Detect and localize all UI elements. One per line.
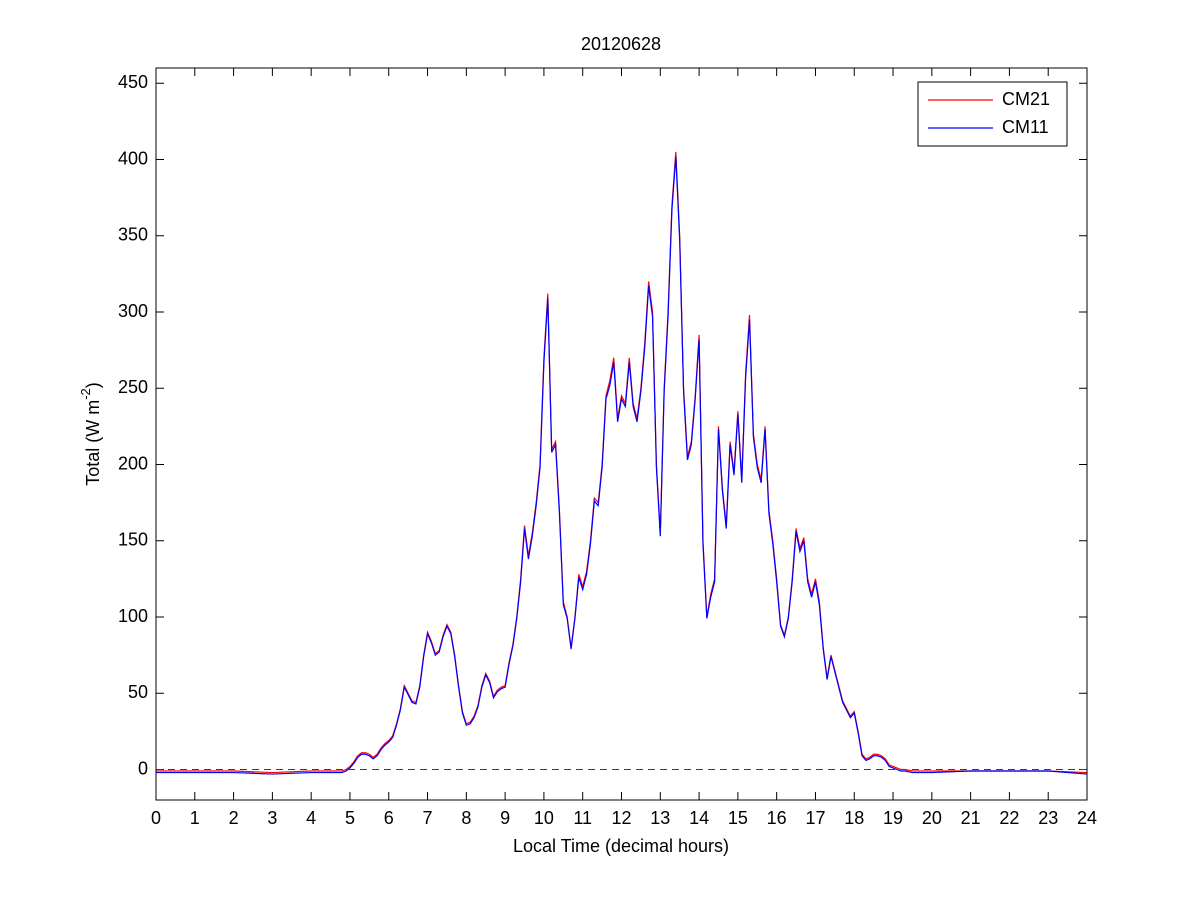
x-tick-label: 14 [689, 808, 709, 828]
x-tick-label: 3 [267, 808, 277, 828]
x-tick-label: 0 [151, 808, 161, 828]
x-tick-label: 6 [384, 808, 394, 828]
legend-label: CM21 [1002, 89, 1050, 109]
y-axis-label: Total (W m-2) [78, 382, 102, 486]
y-label-text: Total (W m [83, 400, 103, 486]
x-tick-label: 9 [500, 808, 510, 828]
y-tick-label: 200 [118, 453, 148, 473]
x-tick-label: 23 [1038, 808, 1058, 828]
x-tick-label: 12 [611, 808, 631, 828]
x-tick-label: 11 [573, 808, 592, 828]
y-tick-label: 250 [118, 377, 148, 397]
y-tick-label: 100 [118, 606, 148, 626]
plot-frame [155, 67, 1088, 801]
x-tick-label: 17 [805, 808, 825, 828]
y-tick-label: 350 [118, 225, 148, 245]
y-tick-label: 400 [118, 148, 148, 168]
chart-title: 20120628 [581, 34, 661, 54]
x-tick-label: 22 [999, 808, 1019, 828]
x-tick-label: 15 [728, 808, 748, 828]
x-tick-label: 19 [883, 808, 903, 828]
x-tick-label: 16 [767, 808, 787, 828]
y-tick-label: 300 [118, 301, 148, 321]
x-tick-label: 2 [229, 808, 239, 828]
legend-label: CM11 [1002, 117, 1049, 137]
x-axis-label: Local Time (decimal hours) [513, 836, 729, 856]
x-tick-label: 10 [534, 808, 554, 828]
x-tick-label: 18 [844, 808, 864, 828]
x-tick-label: 7 [423, 808, 433, 828]
x-tick-label: 4 [306, 808, 316, 828]
x-tick-label: 1 [190, 808, 200, 828]
y-tick-label: 150 [118, 530, 148, 550]
y-tick-label: 450 [118, 72, 148, 92]
x-tick-label: 24 [1077, 808, 1097, 828]
x-tick-label: 5 [345, 808, 355, 828]
x-tick-label: 21 [961, 808, 981, 828]
y-tick-label: 0 [138, 758, 148, 778]
x-tick-label: 8 [461, 808, 471, 828]
y-tick-label: 50 [128, 682, 148, 702]
y-label-end: ) [83, 382, 103, 388]
series-line [156, 156, 1088, 775]
x-tick-label: 13 [650, 808, 670, 828]
x-tick-label: 20 [922, 808, 942, 828]
y-label-sup: -2 [78, 388, 93, 400]
legend-box [917, 81, 1068, 147]
